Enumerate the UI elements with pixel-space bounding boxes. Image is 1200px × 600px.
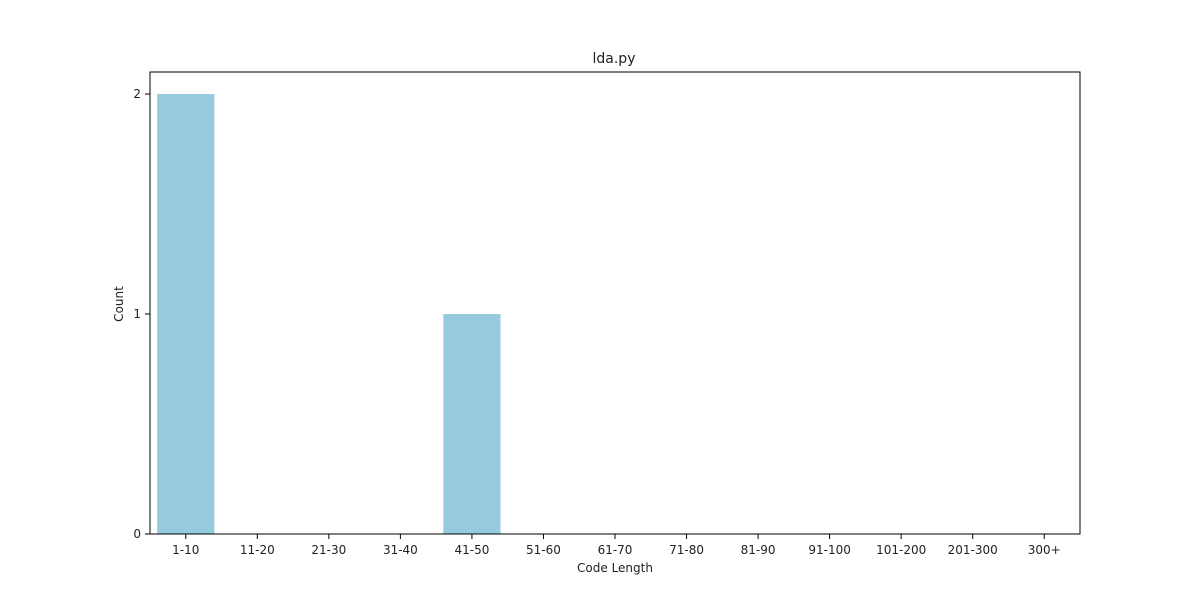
x-tick-label: 1-10 xyxy=(172,543,199,557)
bar-group xyxy=(157,94,501,534)
x-tick-label: 81-90 xyxy=(741,543,776,557)
x-tick-label: 201-300 xyxy=(948,543,998,557)
x-tick-label: 91-100 xyxy=(808,543,851,557)
x-tick-label: 71-80 xyxy=(669,543,704,557)
x-tick-label: 61-70 xyxy=(598,543,633,557)
y-axis-title: Count xyxy=(112,286,126,322)
x-tick-label: 21-30 xyxy=(311,543,346,557)
bar-1-10 xyxy=(157,94,215,534)
y-axis-ticks: 0 1 2 xyxy=(133,87,150,541)
x-tick-label: 41-50 xyxy=(454,543,489,557)
x-tick-label: 300+ xyxy=(1028,543,1061,557)
y-tick-label: 2 xyxy=(133,87,141,101)
x-tick-label: 11-20 xyxy=(240,543,275,557)
bar-41-50 xyxy=(443,314,501,534)
x-tick-label: 101-200 xyxy=(876,543,926,557)
x-tick-label: 31-40 xyxy=(383,543,418,557)
x-axis-title: Code Length xyxy=(577,561,653,575)
y-tick-label: 0 xyxy=(133,527,141,541)
plot-frame xyxy=(149,71,1081,535)
x-tick-label: 51-60 xyxy=(526,543,561,557)
chart-title: lda.py xyxy=(593,51,636,67)
x-axis-ticks: 1-10 11-20 21-30 31-40 41-50 51-60 61-70 71-80 8… xyxy=(172,534,1061,557)
y-tick-label: 1 xyxy=(133,307,141,321)
